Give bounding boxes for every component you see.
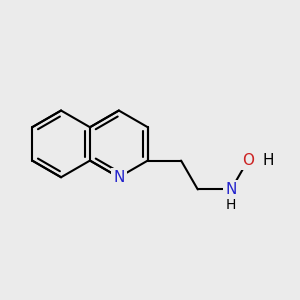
Text: H: H xyxy=(226,198,236,212)
Text: H: H xyxy=(262,153,274,168)
Text: N: N xyxy=(225,182,237,197)
Text: O: O xyxy=(242,153,254,168)
Text: N: N xyxy=(113,170,124,185)
